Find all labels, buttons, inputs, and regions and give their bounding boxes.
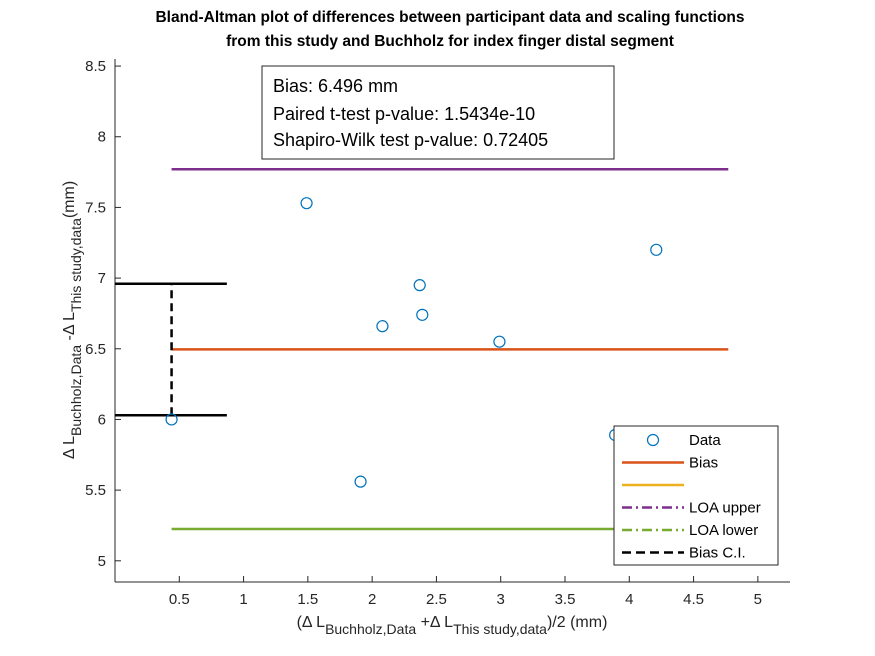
x-tick-label: 4.5 xyxy=(683,591,704,608)
data-point xyxy=(416,308,429,321)
x-axis-label-open: (Δ L xyxy=(297,614,326,631)
x-axis-label-sub-2: This study,data xyxy=(453,621,547,637)
legend-label: Bias xyxy=(689,455,718,472)
y-axis-label-c: (mm) xyxy=(61,181,78,218)
x-tick-label: 1 xyxy=(239,591,247,608)
data-point xyxy=(650,243,663,256)
annotation-t-test: Paired t-test p-value: 1.5434e-10 xyxy=(273,104,535,124)
x-tick-label: 2.5 xyxy=(426,591,447,608)
y-tick-label: 8 xyxy=(98,129,106,146)
legend: Data Bias LOA upper LOA lower Bias C.I. xyxy=(613,425,779,566)
y-tick-label: 6 xyxy=(98,411,106,428)
data-point xyxy=(493,335,506,348)
data-point xyxy=(165,413,178,426)
y-axis-label-sub-1: Buchholz,Data xyxy=(68,345,84,436)
x-axis-label-close: )/2 (mm) xyxy=(547,614,607,631)
x-tick-label: 1.5 xyxy=(297,591,318,608)
x-axis-label-sub-1: Buchholz,Data xyxy=(325,621,416,637)
legend-label: Bias C.I. xyxy=(689,545,746,562)
x-axis-label-mid: +Δ L xyxy=(416,614,453,631)
x-tick-label: 5 xyxy=(754,591,762,608)
annotation-bias: Bias: 6.496 mm xyxy=(273,76,398,96)
x-tick-label: 3 xyxy=(497,591,505,608)
x-tick-label: 2 xyxy=(368,591,376,608)
legend-marker-data xyxy=(646,433,660,447)
data-point xyxy=(413,279,426,292)
x-tick-label: 0.5 xyxy=(169,591,190,608)
chart-title-line-1: Bland-Altman plot of differences between… xyxy=(155,9,744,26)
x-axis-label: (Δ LBuchholz,Data +Δ LThis study,data)/2… xyxy=(297,614,608,637)
y-tick-label: 6.5 xyxy=(85,341,106,358)
data-point xyxy=(300,197,313,210)
chart-title-line-2: from this study and Buchholz for index f… xyxy=(226,33,674,50)
annotation-box: Bias: 6.496 mm Paired t-test p-value: 1.… xyxy=(261,65,615,160)
x-tick-label: 3.5 xyxy=(555,591,576,608)
annotation-shapiro-wilk: Shapiro-Wilk test p-value: 0.72405 xyxy=(273,130,548,150)
y-axis-label: Δ LBuchholz,Data -Δ LThis study,data(mm) xyxy=(61,181,84,459)
legend-label: Data xyxy=(689,432,721,449)
legend-label: LOA upper xyxy=(689,500,761,517)
y-tick-label: 5 xyxy=(98,553,106,570)
data-point xyxy=(354,475,367,488)
y-tick-label: 7 xyxy=(98,270,106,287)
y-axis-label-b: -Δ L xyxy=(61,312,78,345)
y-tick-label: 7.5 xyxy=(85,199,106,216)
legend-box xyxy=(613,425,779,566)
data-point xyxy=(376,320,389,333)
y-tick-label: 8.5 xyxy=(85,58,106,75)
x-tick-label: 4 xyxy=(625,591,633,608)
y-axis-label-sub-2: This study,data xyxy=(68,218,84,312)
legend-label: LOA lower xyxy=(689,522,758,539)
y-axis-label-a: Δ L xyxy=(61,436,78,459)
y-tick-label: 5.5 xyxy=(85,482,106,499)
